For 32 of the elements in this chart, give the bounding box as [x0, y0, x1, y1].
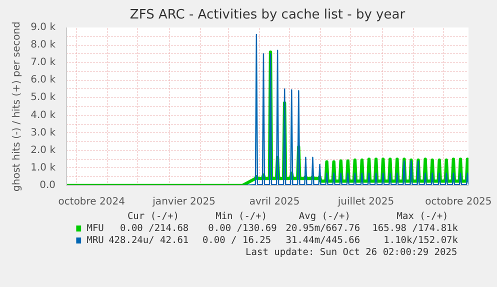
y-tick-label: 1.0 k [30, 162, 56, 174]
text: 20.95m/667.76 [286, 223, 360, 234]
y-tick-label: 9.0 k [30, 22, 56, 33]
text: 428.24u/ 42.61 [108, 235, 189, 246]
x-tick-label: octobre 2025 [425, 196, 492, 208]
y-tick-label: 4.0 k [30, 110, 56, 121]
x-tick-label: avril 2025 [249, 196, 300, 208]
y-tick-label: 6.0 k [30, 74, 56, 86]
y-tick-label: 8.0 k [30, 40, 56, 51]
text: Max (-/+) [396, 211, 448, 222]
y-tick-label: 3.0 k [30, 127, 56, 138]
text: 1.10k/152.07k [384, 235, 458, 246]
text: Last update: Sun Oct 26 02:00:29 2025 [246, 247, 458, 258]
text: 0.00 /130.69 [208, 223, 278, 234]
y-axis-title: ghost hits (-) / hits (+) per second [12, 22, 23, 192]
text: Avg (-/+) [298, 211, 350, 222]
text: 165.98 /174.81k [372, 223, 458, 234]
x-tick-label: janvier 2025 [152, 196, 216, 208]
chart-title: ZFS ARC - Activities by cache list - by year [130, 8, 406, 22]
y-tick-label: 2.0 k [30, 144, 56, 156]
text: Min (-/+) [216, 211, 268, 222]
y-tick-label: 5.0 k [30, 92, 56, 104]
legend-label: MFU [86, 223, 104, 234]
text: 0.00 / 16.25 [202, 235, 272, 246]
text: 0.00 /214.68 [120, 223, 189, 234]
y-tick-label: 7.0 k [30, 57, 56, 68]
legend-label: MRU [86, 235, 104, 246]
y-tick-label: 0.0 [40, 180, 56, 191]
x-tick-label: juillet 2025 [336, 196, 394, 208]
text: 31.44m/445.66 [286, 235, 360, 246]
text: Cur (-/+) [127, 211, 179, 222]
x-tick-label: octobre 2024 [58, 196, 125, 208]
